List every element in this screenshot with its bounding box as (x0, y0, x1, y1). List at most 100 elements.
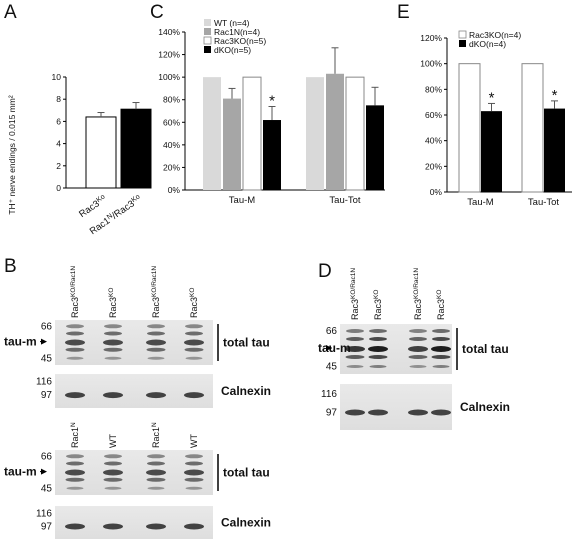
blot-band (408, 355, 428, 359)
blot-lane-label: WT (108, 434, 118, 448)
chart-a-tick-label: 0 (56, 183, 61, 193)
blot-band (146, 523, 166, 530)
blot-band (146, 339, 166, 346)
blot-band (345, 355, 365, 359)
chart-e: 0% 20% 40% 60% 80% 100% 120% * * Rac3KO(n=4)dKO… (420, 30, 572, 208)
blot-band (185, 454, 203, 459)
chart-e-bar (458, 63, 481, 193)
blot-band (103, 477, 123, 482)
chart-e-tick-label: 20% (425, 161, 442, 171)
blot-membrane-calnexin (340, 384, 452, 430)
blot-band (184, 392, 204, 399)
blot-lane-label: Rac3KO (189, 288, 200, 318)
chart-c-tick-label: 140% (158, 27, 180, 37)
chart-e-bar (481, 111, 502, 192)
blot-band (184, 469, 204, 476)
blot-band (346, 365, 364, 368)
blot-b-bottom: Rac1N WT Rac1N WT 66 45 tau-m total tau 116 97 Cal… (4, 422, 271, 539)
chart-c-legend-swatch (203, 36, 212, 45)
chart-e-legend-label: Rac3KO(n=4) (469, 30, 521, 40)
blot-lane-label: Rac3KO (108, 288, 119, 318)
blot-band (409, 329, 427, 333)
panel-label-e: E (397, 2, 410, 23)
chart-c-bar (263, 120, 281, 190)
blot-membrane-calnexin (55, 374, 213, 408)
blot-lane-label: WT (189, 434, 199, 448)
blot-band (185, 356, 203, 360)
blot-band (368, 346, 388, 352)
blot-band (431, 355, 451, 359)
blot-band (103, 523, 123, 530)
blot-band (185, 331, 203, 336)
blot-band (65, 477, 85, 482)
blot-band (147, 486, 165, 490)
blot-band (147, 331, 165, 336)
chart-c-legend-swatch (204, 46, 211, 53)
chart-a-tick-label: 10 (52, 72, 62, 82)
blot-band (103, 339, 123, 346)
blot-membrane-calnexin (55, 506, 213, 539)
blot-lane-label: Rac1N (70, 422, 81, 448)
chart-c-category-label: Tau-Tot (329, 195, 361, 206)
blot-band (184, 477, 204, 482)
chart-e-category-label: Tau-M (467, 197, 493, 208)
blot-tau-m-arrow-icon (41, 338, 47, 345)
chart-e-legend-label: dKO(n=4) (469, 39, 506, 49)
blot-mw-marker: 66 (326, 326, 338, 337)
chart-e-tick-label: 40% (425, 136, 442, 146)
chart-e-bar (544, 108, 565, 192)
chart-c-legend-label: WT (n=4) (214, 18, 250, 28)
blot-lane-label: Rac3KO (373, 290, 384, 320)
blot-lane-label: Rac3KO/Rac1N (350, 268, 361, 320)
blot-band (147, 324, 165, 329)
blot-band (369, 337, 387, 341)
panel-label-a: A (4, 2, 17, 23)
blot-band (185, 461, 203, 466)
blot-band (104, 324, 122, 329)
blot-band (147, 461, 165, 466)
blot-band (104, 461, 122, 466)
chart-c-tick-label: 100% (158, 72, 180, 82)
blot-band (66, 461, 84, 466)
blot-mw-marker: 66 (41, 451, 53, 462)
blot-band (184, 523, 204, 530)
blot-band (66, 486, 84, 490)
blot-band (431, 409, 451, 416)
blot-mw-marker: 116 (36, 508, 52, 519)
blot-band (147, 454, 165, 459)
blot-band (345, 409, 365, 416)
blot-band (368, 355, 388, 359)
blot-total-tau-label: total tau (223, 336, 270, 350)
chart-c-legend-swatch (204, 28, 211, 35)
blot-calnexin-label: Calnexin (221, 384, 271, 398)
chart-e-significance-star: * (552, 87, 558, 104)
blot-mw-marker: 97 (41, 390, 53, 401)
blot-band (65, 347, 85, 352)
blot-lane-label: Rac3KO/Rac1N (151, 266, 162, 318)
chart-c-legend-label: Rac3KO(n=5) (214, 36, 266, 46)
chart-c-legend-label: Rac1N(n=4) (214, 27, 260, 37)
chart-e-tick-label: 100% (420, 59, 442, 69)
blot-band (432, 365, 450, 368)
blot-total-tau-label: total tau (223, 466, 270, 480)
chart-c-tick-label: 80% (163, 95, 180, 105)
chart-c-bar (223, 98, 241, 190)
blot-band (432, 337, 450, 341)
blot-band (184, 339, 204, 346)
chart-c-bar (203, 77, 221, 190)
chart-c-legend-label: dKO(n=5) (214, 45, 251, 55)
chart-a-tick-label: 2 (56, 161, 61, 171)
blot-lane-label: Rac3KO/Rac1N (413, 268, 424, 320)
blot-band (346, 329, 364, 333)
blot-band (65, 523, 85, 530)
chart-c-legend-swatch (204, 19, 211, 26)
panel-label-c: C (150, 2, 164, 23)
blot-band (104, 356, 122, 360)
chart-c-tick-label: 40% (163, 140, 180, 150)
blot-band (185, 486, 203, 490)
chart-e-tick-label: 120% (420, 33, 442, 43)
blot-band (103, 347, 123, 352)
chart-e-tick-label: 0% (430, 187, 443, 197)
panel-label-d: D (318, 261, 332, 282)
chart-a-bar (85, 116, 117, 189)
